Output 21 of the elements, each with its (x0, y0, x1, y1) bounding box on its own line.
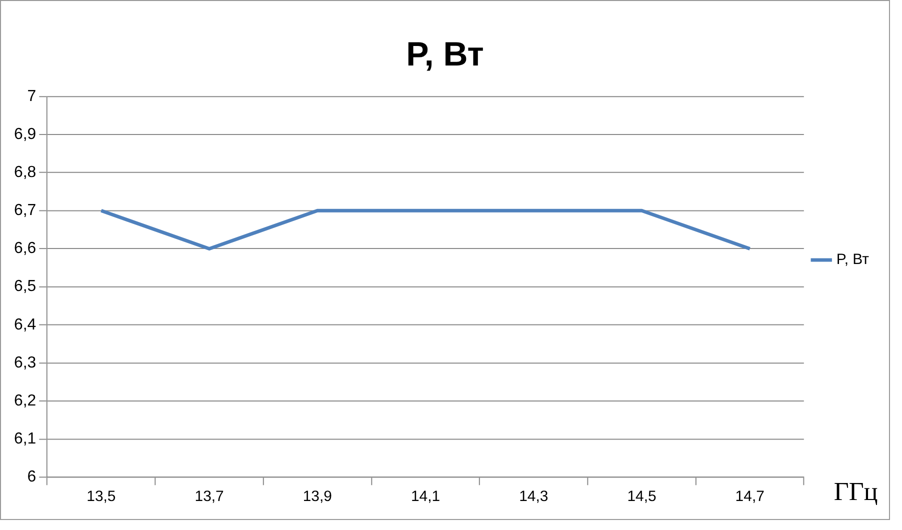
y-tick-label: 6,1 (14, 430, 36, 448)
x-tick-label: 13,9 (302, 488, 332, 506)
x-tick-label: 14,1 (410, 488, 440, 506)
y-tick-label: 6,9 (14, 126, 36, 143)
y-tick-label: 6,4 (14, 316, 36, 334)
x-axis-title: ГГц (834, 476, 878, 506)
x-tick-label: 14,3 (519, 488, 548, 506)
y-tick-label: 6,2 (14, 392, 36, 410)
x-tick-label: 14,7 (735, 488, 764, 506)
x-tick-label: 13,5 (86, 488, 116, 506)
y-tick-label: 7 (27, 88, 36, 105)
x-tick-label: 14,5 (627, 488, 656, 506)
y-tick-label: 6,3 (14, 354, 36, 372)
y-tick-label: 6,6 (14, 240, 36, 258)
y-tick-label: 6,8 (14, 164, 36, 181)
legend-label: P, Вт (836, 251, 870, 268)
chart-title: P, Вт (406, 36, 484, 74)
y-tick-label: 6,5 (14, 278, 36, 296)
y-tick-label: 6 (27, 468, 36, 486)
y-tick-label: 6,7 (14, 202, 36, 220)
x-tick-label: 13,7 (194, 488, 224, 506)
